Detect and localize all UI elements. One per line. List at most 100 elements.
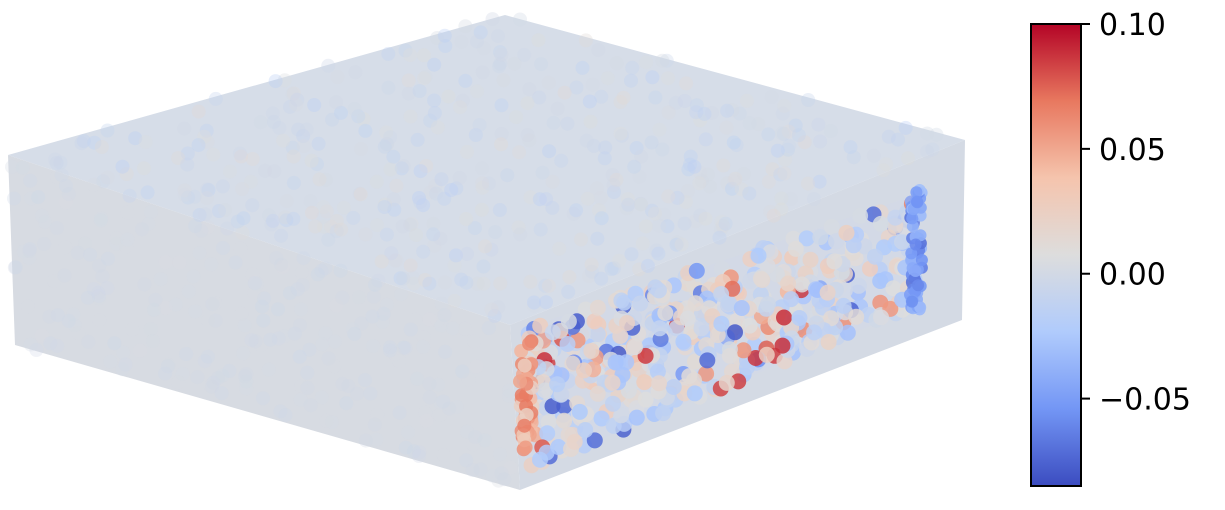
- particle-marker: [426, 216, 441, 231]
- particle-marker: [368, 277, 382, 292]
- particle-marker: [569, 80, 584, 95]
- particle-marker: [594, 271, 609, 286]
- particle-marker: [329, 95, 344, 110]
- particle-marker: [777, 98, 792, 113]
- particle-marker: [434, 296, 449, 311]
- particle-marker: [835, 297, 852, 314]
- particle-marker: [274, 228, 289, 243]
- particle-marker: [677, 216, 692, 231]
- particle-marker: [380, 137, 395, 152]
- particle-marker: [533, 222, 548, 237]
- particle-marker: [698, 132, 713, 147]
- particle-marker: [449, 400, 464, 414]
- particle-marker: [236, 346, 251, 361]
- particle-marker: [119, 167, 134, 181]
- particle-marker: [393, 271, 408, 286]
- particle-marker: [256, 313, 271, 328]
- particle-marker: [494, 466, 509, 481]
- particle-marker: [813, 134, 828, 149]
- particle-marker: [651, 375, 667, 392]
- particle-marker: [677, 94, 692, 108]
- particle-marker: [417, 71, 432, 86]
- particle-marker: [234, 306, 249, 321]
- particle-marker: [406, 270, 420, 285]
- particle-marker: [408, 312, 423, 327]
- particle-marker: [430, 31, 445, 45]
- particle-marker: [559, 336, 576, 352]
- particle-marker: [687, 353, 703, 370]
- particle-marker: [239, 374, 254, 389]
- particle-marker: [412, 84, 427, 98]
- particle-marker: [590, 231, 605, 246]
- particle-marker: [302, 342, 317, 357]
- particle-marker: [294, 302, 308, 317]
- particle-marker: [522, 133, 537, 148]
- particle-marker: [586, 313, 603, 330]
- particle-marker: [873, 309, 889, 326]
- particle-marker: [741, 317, 758, 334]
- particle-marker: [375, 315, 390, 329]
- particle-marker: [823, 218, 840, 235]
- particle-marker: [660, 219, 675, 234]
- particle-marker: [316, 200, 331, 214]
- particle-marker: [61, 187, 76, 201]
- particle-marker: [544, 324, 561, 341]
- particle-marker: [634, 197, 648, 212]
- particle-marker: [107, 336, 122, 351]
- particle-marker: [296, 251, 311, 266]
- particle-marker: [379, 125, 394, 140]
- particle-marker: [576, 362, 592, 379]
- particle-marker: [295, 278, 310, 293]
- particle-marker: [468, 430, 483, 444]
- particle-marker: [674, 237, 689, 252]
- particle-marker: [100, 170, 115, 185]
- particle-marker: [67, 318, 82, 333]
- particle-marker: [158, 255, 173, 270]
- particle-marker: [86, 177, 101, 192]
- particle-marker: [534, 57, 549, 72]
- particle-marker: [513, 227, 528, 242]
- particle-marker: [491, 473, 506, 488]
- particle-marker: [764, 90, 779, 105]
- particle-marker: [625, 60, 640, 75]
- particle-marker: [566, 433, 583, 450]
- particle-marker: [363, 386, 378, 401]
- particle-marker: [507, 56, 522, 71]
- particle-marker: [735, 342, 752, 359]
- particle-marker: [493, 56, 508, 71]
- particle-marker: [774, 202, 789, 217]
- particle-marker: [780, 275, 797, 292]
- particle-marker: [733, 300, 750, 316]
- particle-marker: [433, 408, 447, 423]
- particle-marker: [687, 295, 704, 312]
- particle-marker: [604, 374, 621, 391]
- particle-marker: [846, 150, 861, 165]
- particle-marker: [910, 186, 923, 199]
- particle-marker: [774, 337, 791, 354]
- particle-marker: [523, 190, 538, 205]
- particle-marker: [387, 202, 402, 217]
- particle-marker: [739, 93, 754, 108]
- particle-marker: [354, 142, 368, 156]
- particle-marker: [612, 328, 629, 344]
- particle-marker: [527, 295, 541, 310]
- particle-marker: [894, 233, 910, 250]
- particle-marker: [416, 330, 431, 345]
- particle-marker: [285, 86, 300, 101]
- particle-marker: [278, 408, 293, 423]
- particle-marker: [493, 447, 507, 462]
- particle-marker: [145, 334, 160, 349]
- particle-marker: [171, 151, 186, 166]
- particle-marker: [329, 298, 344, 313]
- particle-marker: [232, 146, 247, 161]
- particle-marker: [321, 351, 336, 366]
- particle-marker: [556, 412, 573, 429]
- particle-marker: [866, 148, 881, 163]
- particle-marker: [635, 236, 650, 251]
- particle-marker: [180, 146, 195, 161]
- particle-marker: [519, 408, 534, 422]
- particle-marker: [586, 138, 601, 153]
- particle-marker: [458, 321, 472, 336]
- particle-marker: [759, 258, 776, 274]
- colorbar-tick-label: 0.10: [1099, 8, 1166, 43]
